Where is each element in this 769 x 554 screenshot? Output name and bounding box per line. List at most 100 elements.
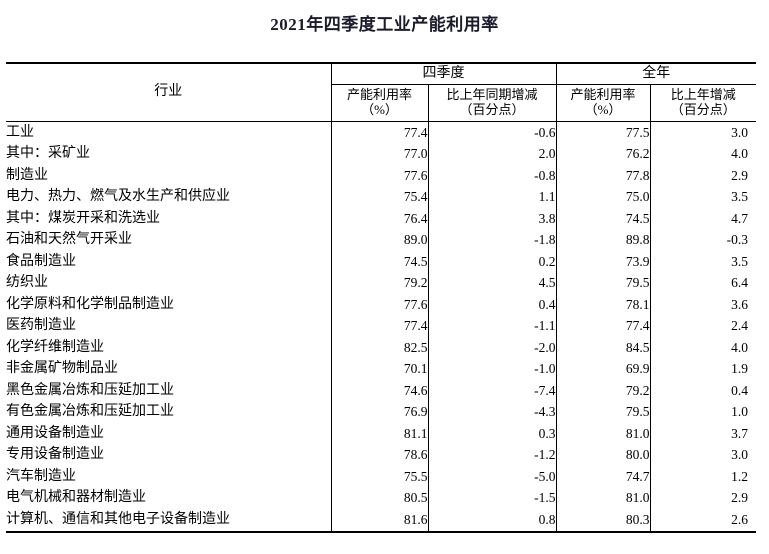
header-year-rate-line2: （%） [584,102,622,117]
row-quarter-change: -4.3 [427,401,556,423]
row-industry-name: 有色金属冶炼和压延加工业 [6,404,174,420]
row-quarter-change: 1.1 [427,186,556,208]
row-quarter-change: -1.0 [427,358,556,380]
row-quarter-change: -1.5 [427,487,556,509]
row-year-rate: 77.5 [555,121,650,144]
header-quarter-rate-line2: （%） [361,102,398,117]
row-industry-name: 纺织业 [6,275,48,291]
row-year-change: 3.6 [649,294,756,316]
row-year-rate: 69.9 [555,358,650,380]
row-industry-name: 石油和天然气开采业 [6,232,132,248]
row-industry-name: 其中：煤炭开采和洗选业 [6,210,160,226]
row-quarter-change: -1.1 [427,315,556,337]
header-quarter-change-line2: （百分点） [459,102,525,117]
table-row: 医药制造业 77.4 -1.1 77.4 2.4 [6,315,756,337]
row-year-rate: 81.0 [555,487,650,509]
row-industry-name: 黑色金属冶炼和压延加工业 [6,382,174,398]
row-year-change: 2.9 [649,487,756,509]
capacity-utilization-table: 行业 四季度 全年 产能利用率 （%） 比上年同期增减 （百分点） 产能利用率 … [6,62,756,533]
row-quarter-rate: 79.2 [330,272,428,294]
row-year-change: 4.0 [649,337,756,359]
row-industry-name: 非金属矿物制品业 [6,361,118,377]
row-quarter-change: 0.2 [427,251,556,273]
row-year-change: 2.6 [649,509,756,533]
header-year-change-line1: 比上年增减 [670,87,736,103]
row-year-rate: 74.7 [555,466,650,488]
row-year-change: 3.7 [649,423,756,445]
row-year-rate: 89.8 [555,229,650,251]
row-quarter-change: -5.0 [427,466,556,488]
row-year-change: 2.4 [649,315,756,337]
row-year-rate: 77.8 [555,165,650,187]
row-quarter-rate: 75.5 [330,466,428,488]
row-year-change: 1.9 [649,358,756,380]
row-year-rate: 75.0 [555,186,650,208]
row-quarter-change: 3.8 [427,208,556,230]
row-industry-name: 通用设备制造业 [6,425,104,441]
row-industry-name: 其中：采矿业 [6,146,90,162]
row-industry-name: 制造业 [6,167,48,183]
row-quarter-change: -0.8 [427,165,556,187]
row-industry-name: 电力、热力、燃气及水生产和供应业 [6,189,230,205]
row-quarter-change: -7.4 [427,380,556,402]
row-quarter-rate: 80.5 [330,487,428,509]
table-row: 制造业 77.6 -0.8 77.8 2.9 [6,165,756,187]
table-row: 专用设备制造业 78.6 -1.2 80.0 3.0 [6,444,756,466]
table-row: 有色金属冶炼和压延加工业 76.9 -4.3 79.5 1.0 [6,401,756,423]
row-industry-name: 计算机、通信和其他电子设备制造业 [6,509,331,533]
row-quarter-rate: 75.4 [330,186,428,208]
row-quarter-rate: 78.6 [330,444,428,466]
row-year-change: 2.9 [649,165,756,187]
row-quarter-rate: 77.4 [330,315,428,337]
row-year-rate: 79.5 [555,401,650,423]
row-industry-name: 专用设备制造业 [6,447,104,463]
row-industry-name: 食品制造业 [6,253,76,269]
row-year-rate: 79.2 [555,380,650,402]
header-quarter-rate: 产能利用率 （%） [330,84,428,122]
table-row: 食品制造业 74.5 0.2 73.9 3.5 [6,251,756,273]
table-row: 汽车制造业 75.5 -5.0 74.7 1.2 [6,466,756,488]
row-year-rate: 81.0 [555,423,650,445]
row-quarter-change: -0.6 [427,121,556,144]
table-header: 行业 四季度 全年 产能利用率 （%） 比上年同期增减 （百分点） 产能利用率 … [6,62,756,122]
row-quarter-rate: 74.5 [330,251,428,273]
row-quarter-rate: 81.6 [330,509,428,533]
row-year-change: 3.5 [649,186,756,208]
row-industry-name: 化学原料和化学制品制造业 [6,296,174,312]
row-quarter-change: 0.4 [427,294,556,316]
row-year-change: 3.0 [649,121,756,144]
header-year-rate-line1: 产能利用率 [570,87,636,103]
row-year-change: 4.7 [649,208,756,230]
row-quarter-change: -2.0 [427,337,556,359]
header-group-quarter: 四季度 [330,62,556,85]
row-year-rate: 74.5 [555,208,650,230]
table-row: 化学原料和化学制品制造业 77.6 0.4 78.1 3.6 [6,294,756,316]
row-quarter-change: 0.3 [427,423,556,445]
row-quarter-rate: 70.1 [330,358,428,380]
header-quarter-rate-line1: 产能利用率 [346,87,412,103]
capacity-utilization-table-container: 行业 四季度 全年 产能利用率 （%） 比上年同期增减 （百分点） 产能利用率 … [6,62,756,533]
row-year-change: 3.5 [649,251,756,273]
table-row: 计算机、通信和其他电子设备制造业 81.6 0.8 80.3 2.6 [6,509,756,533]
row-industry-name: 汽车制造业 [6,468,76,484]
header-industry: 行业 [6,62,331,122]
row-year-rate: 76.2 [555,143,650,165]
table-body: 工业 77.4 -0.6 77.5 3.0 其中：采矿业 77.0 2.0 76.2 4.0 制造业… [6,121,756,533]
page-title: 2021年四季度工业产能利用率 [270,15,499,34]
header-group-row: 行业 四季度 全年 [6,62,756,122]
row-year-rate: 80.3 [555,509,650,533]
row-year-change: 3.0 [649,444,756,466]
table-row: 化学纤维制造业 82.5 -2.0 84.5 4.0 [6,337,756,359]
row-year-change: 1.2 [649,466,756,488]
header-year-change: 比上年增减 （百分点） [649,84,756,122]
row-quarter-change: 2.0 [427,143,556,165]
row-quarter-rate: 77.6 [330,165,428,187]
row-year-change: 4.0 [649,143,756,165]
table-row: 通用设备制造业 81.1 0.3 81.0 3.7 [6,423,756,445]
header-group-year: 全年 [555,62,756,85]
row-quarter-change: 0.8 [427,509,556,533]
table-row: 石油和天然气开采业 89.0 -1.8 89.8 -0.3 [6,229,756,251]
row-year-change: -0.3 [649,229,756,251]
row-quarter-change: -1.8 [427,229,556,251]
row-industry-name: 工业 [6,124,34,140]
